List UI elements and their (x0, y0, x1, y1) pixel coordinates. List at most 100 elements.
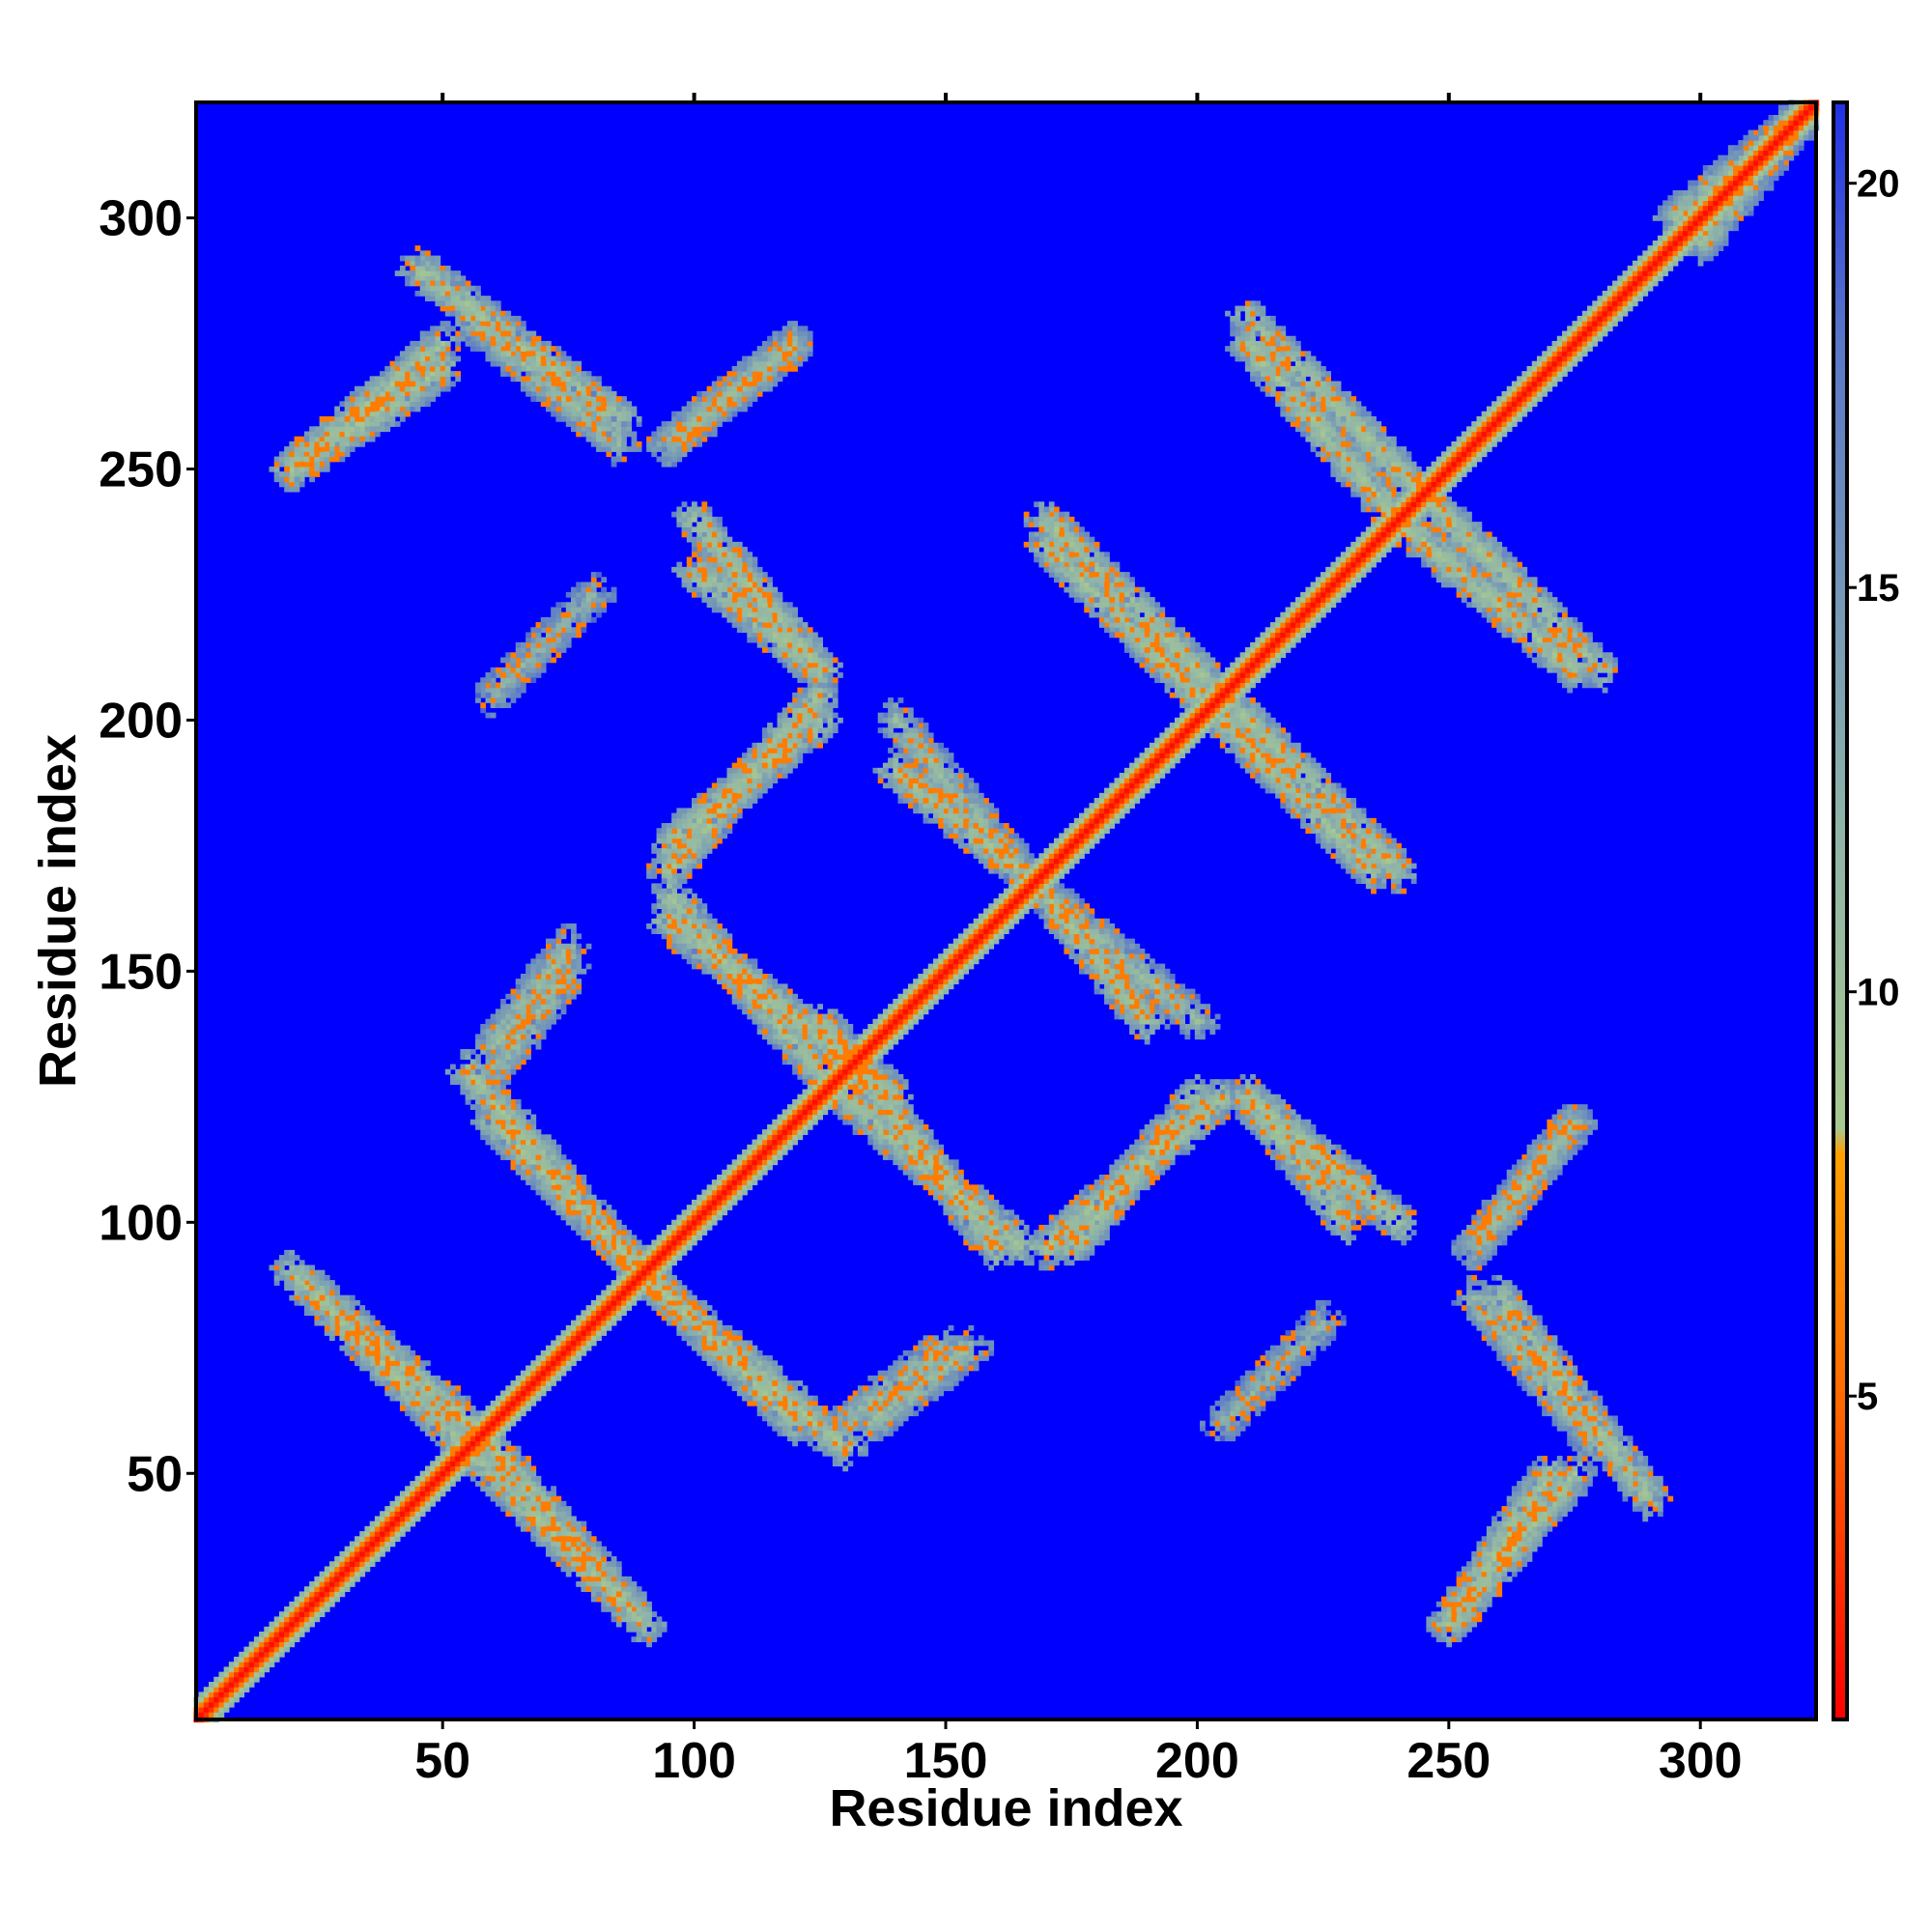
heatmap-cell (998, 928, 1005, 934)
heatmap-cell (369, 1525, 376, 1532)
heatmap-cell (1109, 808, 1116, 814)
heatmap-cell (1214, 692, 1221, 698)
heatmap-cell (430, 1486, 436, 1492)
heatmap-cell (1003, 888, 1009, 895)
heatmap-cell (812, 1435, 818, 1442)
heatmap-cell (520, 1013, 526, 1020)
heatmap-cell (1205, 692, 1211, 698)
heatmap-cell (253, 1636, 260, 1643)
heatmap-cell (590, 1566, 597, 1573)
heatmap-cell (515, 1520, 522, 1527)
heatmap-cell (601, 1601, 608, 1607)
heatmap-cell (309, 1280, 315, 1286)
heatmap-cell (742, 1149, 748, 1155)
heatmap-cell (1747, 150, 1754, 156)
heatmap-cell (1476, 456, 1483, 463)
heatmap-cell (1144, 753, 1151, 759)
heatmap-cell (1592, 321, 1599, 327)
heatmap-cell (576, 1174, 582, 1180)
heatmap-cell (601, 1576, 608, 1582)
heatmap-cell (1184, 737, 1191, 744)
heatmap-cell (1612, 310, 1618, 317)
heatmap-cell (364, 1566, 371, 1573)
heatmap-cell (419, 1406, 426, 1411)
heatmap-cell (1803, 104, 1809, 111)
heatmap-cell (329, 1335, 335, 1342)
heatmap-cell (1084, 838, 1091, 844)
heatmap-cell (686, 1320, 693, 1326)
heatmap-cell (485, 1114, 492, 1121)
heatmap-cell (1269, 652, 1276, 659)
heatmap-cell (560, 1541, 567, 1548)
heatmap-cell (324, 1290, 330, 1296)
heatmap-cell (722, 1335, 728, 1342)
heatmap-cell (1662, 240, 1668, 246)
heatmap-cell (893, 1004, 899, 1009)
heatmap-cell (932, 973, 939, 980)
heatmap-cell (581, 1340, 587, 1347)
heatmap-cell (1722, 210, 1729, 216)
heatmap-cell (1325, 591, 1332, 598)
heatmap-cell (893, 1380, 899, 1386)
heatmap-cell (1718, 200, 1724, 207)
heatmap-cell (1219, 682, 1226, 689)
heatmap-cell (1747, 175, 1754, 182)
heatmap-cell (676, 1320, 683, 1326)
heatmap-cell (571, 1324, 577, 1331)
heatmap-cell (867, 1406, 874, 1411)
heatmap-cell (963, 948, 970, 954)
heatmap-cell (1053, 842, 1060, 849)
heatmap-cell (1174, 742, 1180, 749)
heatmap-cell (767, 1159, 773, 1166)
heatmap-cell (1587, 326, 1593, 332)
heatmap-cell (918, 1355, 924, 1361)
heatmap-cell (1617, 310, 1624, 317)
heatmap-cell (505, 1023, 512, 1030)
heatmap-cell (364, 1550, 371, 1557)
heatmap-cell (747, 1385, 753, 1392)
heatmap-cell (469, 1079, 476, 1085)
heatmap-cell (394, 1531, 401, 1537)
heatmap-cell (847, 1048, 854, 1055)
heatmap-cell (1239, 687, 1246, 694)
heatmap-cell (943, 973, 950, 980)
heatmap-cell (671, 1239, 677, 1246)
heatmap-cell (872, 1385, 879, 1392)
heatmap-cell (576, 1541, 582, 1548)
heatmap-cell (1340, 577, 1347, 583)
heatmap-cell (1647, 280, 1654, 287)
heatmap-cell (615, 1586, 622, 1593)
heatmap-cell (626, 1249, 633, 1256)
heatmap-cell (495, 1114, 501, 1121)
heatmap-cell (555, 1546, 562, 1552)
heatmap-cell (742, 1370, 748, 1377)
heatmap-cell (651, 1285, 658, 1292)
heatmap-cell (440, 1450, 446, 1457)
heatmap-cell (435, 1425, 441, 1432)
heatmap-cell (1426, 466, 1433, 472)
heatmap-cell (364, 1310, 371, 1317)
heatmap-cell (1642, 260, 1649, 267)
heatmap-cell (1073, 848, 1080, 854)
heatmap-cell (228, 1691, 235, 1698)
heatmap-cell (631, 1290, 638, 1296)
heatmap-cell (203, 1691, 210, 1698)
heatmap-cell (565, 1536, 572, 1543)
heatmap-cell (1068, 863, 1075, 869)
heatmap-cell (495, 1475, 501, 1482)
heatmap-cell (1164, 737, 1171, 744)
heatmap-cell (576, 1340, 582, 1347)
heatmap-cell (872, 1059, 879, 1065)
heatmap-cell (490, 1470, 497, 1477)
heatmap-cell (1340, 582, 1347, 588)
heatmap-cell (1637, 255, 1643, 262)
heatmap-cell (460, 1400, 467, 1406)
heatmap-cell (273, 1626, 280, 1633)
heatmap-cell (1642, 280, 1649, 287)
heatmap-cell (1486, 431, 1492, 438)
heatmap-cell (640, 1260, 647, 1266)
heatmap-cell (842, 1456, 849, 1462)
heatmap-cell (1098, 823, 1105, 829)
heatmap-cell (1657, 240, 1663, 246)
heatmap-cell (1456, 466, 1463, 472)
